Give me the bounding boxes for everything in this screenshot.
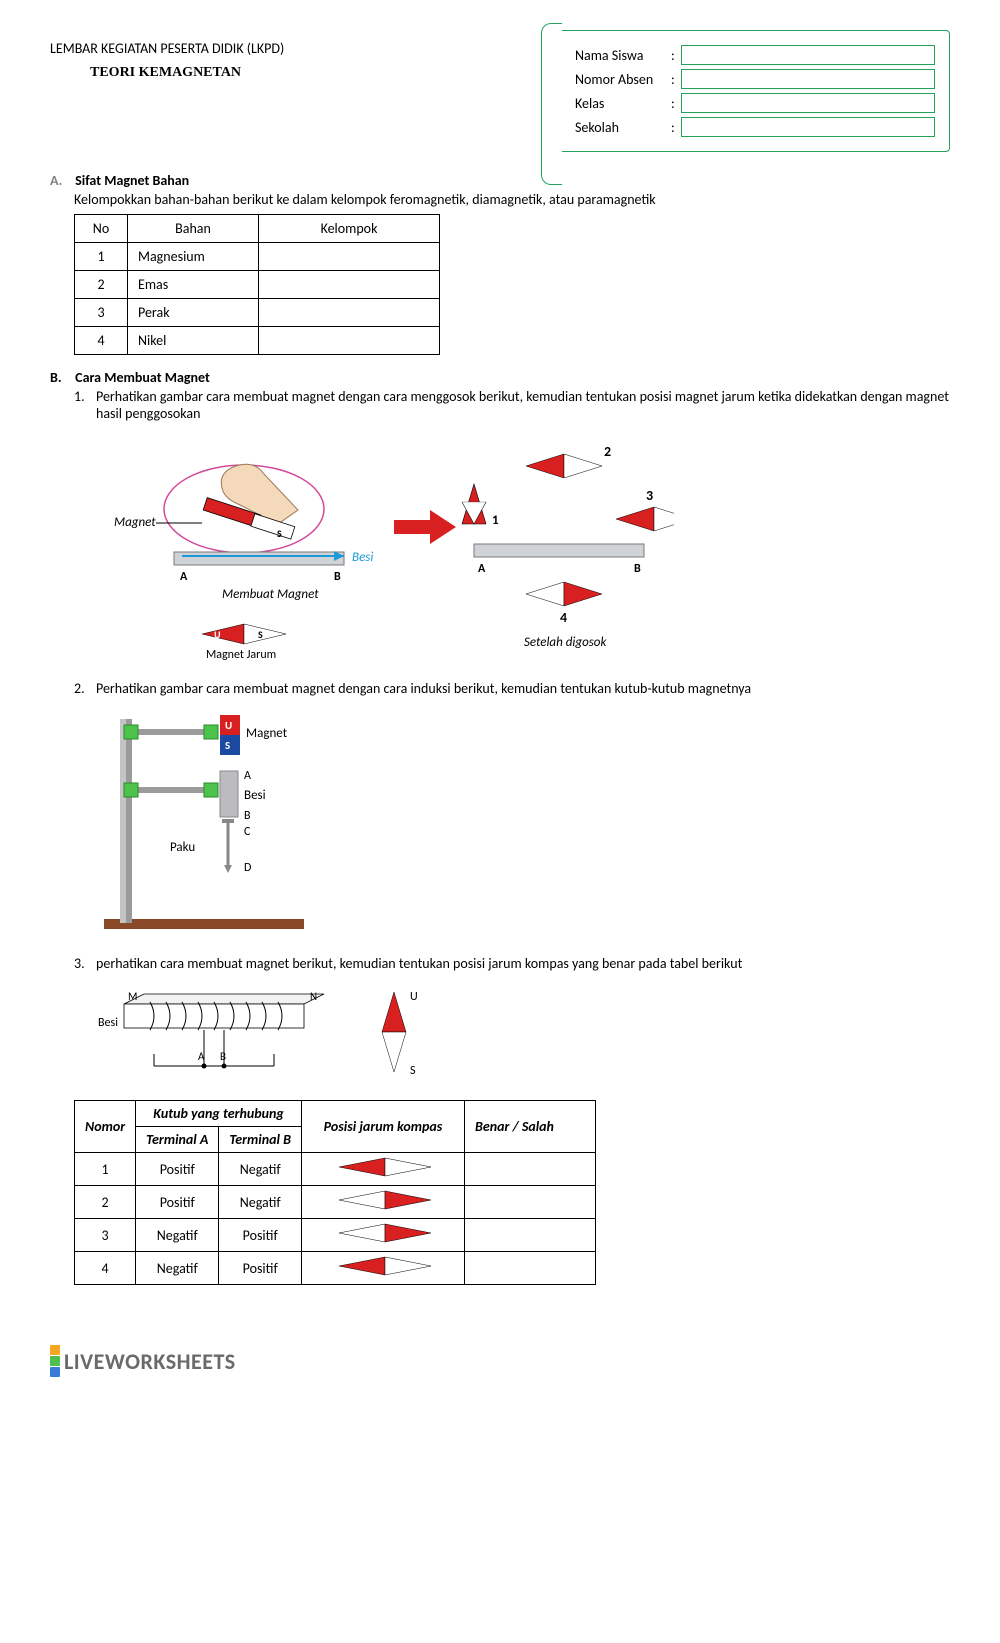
svg-text:B: B: [334, 570, 341, 584]
form-row-absen: Nomor Absen :: [575, 69, 935, 89]
svg-text:S: S: [225, 739, 230, 752]
input-benar-salah-3[interactable]: [464, 1219, 595, 1252]
diagram-induction: U S Magnet A Besi B C Paku D: [94, 709, 950, 943]
diagram-electromagnet: M N Besi A B U: [94, 984, 950, 1088]
svg-text:1: 1: [492, 513, 499, 528]
svg-text:Besi: Besi: [352, 550, 373, 565]
svg-text:Magnet: Magnet: [114, 515, 156, 530]
svg-text:Magnet Jarum: Magnet Jarum: [206, 648, 276, 662]
materials-table: No Bahan Kelompok 1 Magnesium 2 Emas 3 P…: [74, 214, 440, 355]
diagram-rubbing-magnet: U S Magnet Besi A B Membuat Magnet A B: [94, 434, 950, 668]
svg-text:Membuat Magnet: Membuat Magnet: [222, 587, 319, 602]
header: LEMBAR KEGIATAN PESERTA DIDIK (LKPD) TEO…: [50, 30, 950, 152]
compass-icon: [301, 1219, 464, 1252]
form-label: Kelas: [575, 95, 671, 112]
footer-text: LIVEWORKSHEETS: [64, 1348, 236, 1375]
svg-text:D: D: [244, 861, 251, 875]
svg-text:A: A: [198, 1050, 205, 1063]
compass-icon: [301, 1186, 464, 1219]
svg-text:S: S: [277, 527, 282, 540]
section-title: Cara Membuat Magnet: [75, 369, 210, 386]
svg-text:S: S: [410, 1064, 416, 1078]
input-kelompok-4[interactable]: [259, 327, 440, 355]
section-letter: B.: [50, 369, 72, 386]
input-kelompok-1[interactable]: [259, 243, 440, 271]
form-row-kelas: Kelas :: [575, 93, 935, 113]
list-item: 1. Perhatikan gambar cara membuat magnet…: [74, 388, 950, 422]
svg-text:S: S: [258, 628, 263, 641]
liveworksheets-icon: [50, 1345, 60, 1377]
svg-text:A: A: [244, 769, 251, 783]
form-row-sekolah: Sekolah :: [575, 117, 935, 137]
student-info-box: Nama Siswa : Nomor Absen : Kelas : Sekol…: [550, 30, 950, 152]
svg-text:U: U: [214, 628, 221, 641]
section-b: B. Cara Membuat Magnet 1. Perhatikan gam…: [50, 369, 950, 1285]
table-row: 1 Magnesium: [75, 243, 440, 271]
table-row: 2 Emas: [75, 271, 440, 299]
svg-text:B: B: [244, 809, 251, 823]
svg-text:Besi: Besi: [244, 788, 266, 803]
input-sekolah[interactable]: [681, 117, 935, 137]
section-title: Sifat Magnet Bahan: [75, 172, 189, 189]
footer-brand: LIVEWORKSHEETS: [50, 1345, 950, 1377]
form-row-nama: Nama Siswa :: [575, 45, 935, 65]
svg-text:Setelah digosok: Setelah digosok: [524, 635, 607, 650]
input-kelompok-3[interactable]: [259, 299, 440, 327]
svg-text:B: B: [634, 562, 641, 576]
input-kelas[interactable]: [681, 93, 935, 113]
section-a: A. Sifat Magnet Bahan Kelompokkan bahan-…: [50, 172, 950, 355]
input-benar-salah-2[interactable]: [464, 1186, 595, 1219]
col-no: No: [75, 215, 128, 243]
svg-text:2: 2: [604, 443, 611, 460]
svg-text:4: 4: [560, 609, 567, 626]
svg-text:U: U: [410, 990, 418, 1004]
input-benar-salah-1[interactable]: [464, 1153, 595, 1186]
input-nomor-absen[interactable]: [681, 69, 935, 89]
svg-text:C: C: [244, 825, 251, 839]
input-benar-salah-4[interactable]: [464, 1252, 595, 1285]
worksheet-title: LEMBAR KEGIATAN PESERTA DIDIK (LKPD): [50, 40, 550, 57]
table-row: 2 Positif Negatif: [75, 1186, 596, 1219]
svg-text:M: M: [128, 990, 137, 1003]
compass-icon: [301, 1153, 464, 1186]
table-row: 4 Nikel: [75, 327, 440, 355]
svg-text:A: A: [478, 562, 486, 576]
table-row: 1 Positif Negatif: [75, 1153, 596, 1186]
svg-text:B: B: [220, 1050, 226, 1063]
svg-text:Magnet: Magnet: [246, 726, 288, 741]
form-label: Nomor Absen: [575, 71, 671, 88]
input-nama-siswa[interactable]: [681, 45, 935, 65]
input-kelompok-2[interactable]: [259, 271, 440, 299]
worksheet-subtitle: TEORI KEMAGNETAN: [90, 65, 550, 81]
header-left: LEMBAR KEGIATAN PESERTA DIDIK (LKPD) TEO…: [50, 30, 550, 81]
list-item: 3. perhatikan cara membuat magnet beriku…: [74, 955, 950, 972]
col-bahan: Bahan: [128, 215, 259, 243]
table-row: 4 Negatif Positif: [75, 1252, 596, 1285]
table-row: 3 Negatif Positif: [75, 1219, 596, 1252]
section-a-intro: Kelompokkan bahan-bahan berikut ke dalam…: [74, 191, 950, 208]
table-row: 3 Perak: [75, 299, 440, 327]
svg-text:Besi: Besi: [98, 1016, 118, 1030]
svg-text:A: A: [180, 570, 188, 584]
section-letter: A.: [50, 172, 72, 189]
compass-table: Nomor Kutub yang terhubung Posisi jarum …: [74, 1100, 596, 1285]
compass-icon: [301, 1252, 464, 1285]
list-item: 2. Perhatikan gambar cara membuat magnet…: [74, 680, 950, 697]
form-label: Nama Siswa: [575, 47, 671, 64]
svg-text:U: U: [220, 519, 227, 532]
svg-text:N: N: [310, 990, 317, 1003]
col-kelompok: Kelompok: [259, 215, 440, 243]
svg-text:3: 3: [646, 487, 653, 504]
svg-text:U: U: [225, 719, 232, 732]
form-label: Sekolah: [575, 119, 671, 136]
svg-text:Paku: Paku: [170, 840, 195, 855]
